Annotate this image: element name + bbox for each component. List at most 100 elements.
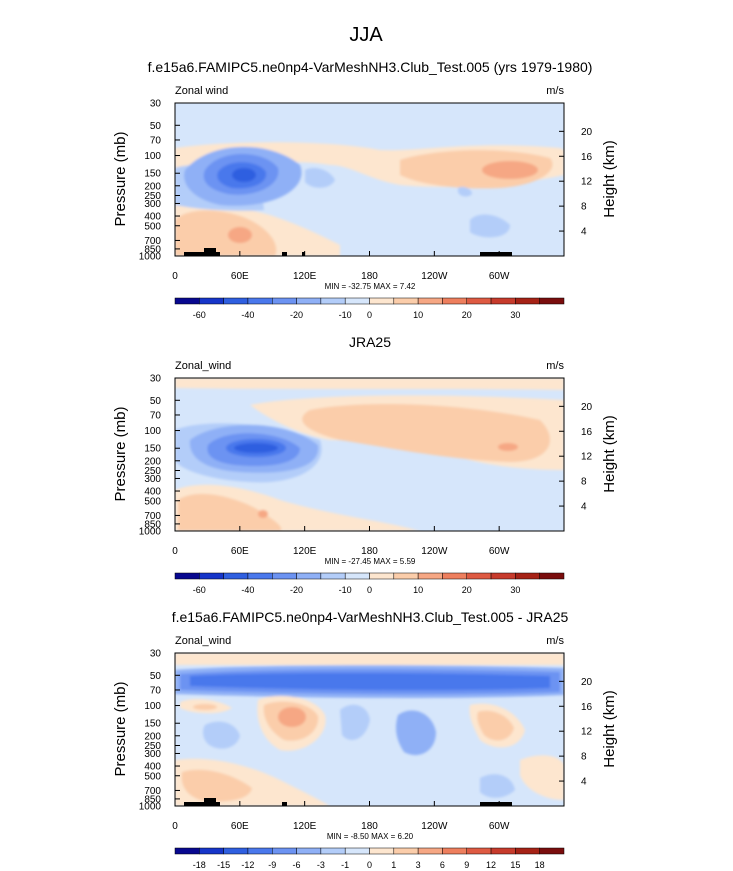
panel-3-stats: MIN = -8.50 MAX = 6.20 bbox=[327, 832, 414, 841]
x-tick-label: 0 bbox=[172, 821, 178, 832]
colorbar-swatch bbox=[393, 297, 419, 305]
colorbar-label: -60 bbox=[193, 310, 206, 320]
colorbar-label: -60 bbox=[193, 585, 206, 595]
y-tick-label: 700 bbox=[144, 786, 161, 797]
x-tick-label: 0 bbox=[172, 546, 178, 557]
colorbar-label: 15 bbox=[510, 860, 520, 870]
panel-1-left-label: Zonal wind bbox=[175, 85, 228, 97]
y-tick-label: 150 bbox=[144, 719, 161, 730]
colorbar-swatch bbox=[272, 297, 297, 305]
colorbar-swatch bbox=[393, 847, 419, 855]
colorbar-swatch bbox=[539, 297, 565, 305]
x-tick-label: 120E bbox=[293, 271, 317, 282]
colorbar-swatch bbox=[296, 572, 322, 580]
panel-2-units: m/s bbox=[546, 360, 564, 372]
x-tick-label: 60W bbox=[489, 821, 510, 832]
panel-3-field bbox=[175, 653, 564, 806]
colorbar-swatch bbox=[223, 572, 249, 580]
colorbar-swatch bbox=[442, 572, 467, 580]
panel-1-units: m/s bbox=[546, 85, 564, 97]
height-tick-label: 8 bbox=[581, 477, 587, 488]
colorbar-swatch bbox=[272, 572, 297, 580]
colorbar-label: -10 bbox=[339, 585, 352, 595]
height-tick-label: 4 bbox=[581, 227, 587, 238]
colorbar-swatch bbox=[174, 847, 200, 855]
x-tick-label: 60W bbox=[489, 271, 510, 282]
height-tick-label: 16 bbox=[581, 427, 593, 438]
colorbar-label: 0 bbox=[367, 310, 372, 320]
y-tick-label: 500 bbox=[144, 496, 161, 507]
colorbar-label: -1 bbox=[341, 860, 349, 870]
figure-title: JJA bbox=[349, 24, 383, 46]
colorbar-label: -10 bbox=[339, 310, 352, 320]
x-tick-label: 120W bbox=[421, 271, 448, 282]
height-tick-label: 4 bbox=[581, 502, 587, 513]
colorbar-label: 18 bbox=[535, 860, 545, 870]
colorbar-label: -40 bbox=[241, 310, 254, 320]
panel-2: JRA25 Zonal_wind m/s 3050701001502002503… bbox=[112, 334, 618, 595]
y-tick-label: 30 bbox=[150, 374, 162, 385]
y-tick-label: 70 bbox=[150, 135, 162, 146]
colorbar-label: 10 bbox=[413, 310, 423, 320]
colorbar-label: 30 bbox=[510, 585, 520, 595]
x-tick-label: 60E bbox=[231, 546, 249, 557]
colorbar-swatch bbox=[417, 297, 443, 305]
height-tick-label: 4 bbox=[581, 777, 587, 788]
y-tick-label: 200 bbox=[144, 181, 161, 192]
x-tick-label: 120W bbox=[421, 546, 448, 557]
colorbar-swatch bbox=[223, 847, 249, 855]
colorbar-swatch bbox=[247, 847, 273, 855]
y-tick-label: 400 bbox=[144, 762, 161, 773]
y-tick-label: 250 bbox=[144, 741, 161, 752]
colorbar-label: 3 bbox=[416, 860, 421, 870]
panel-2-colorbar: -60 -40 -20 -10 0 10 20 30 bbox=[174, 572, 565, 595]
height-tick-label: 12 bbox=[581, 727, 593, 738]
y-tick-label: 30 bbox=[150, 99, 162, 110]
colorbar-swatch bbox=[442, 847, 467, 855]
panel-3-title: f.e15a6.FAMIPC5.ne0np4-VarMeshNH3.Club_T… bbox=[172, 609, 569, 625]
colorbar-label: 9 bbox=[464, 860, 469, 870]
colorbar-swatch bbox=[272, 847, 297, 855]
x-tick-label: 180 bbox=[361, 546, 378, 557]
colorbar-swatch bbox=[466, 572, 492, 580]
y-tick-label: 300 bbox=[144, 199, 161, 210]
colorbar-swatch bbox=[199, 572, 224, 580]
colorbar-swatch bbox=[344, 847, 370, 855]
panel-1-colorbar: -60 -40 -20 -10 0 10 20 30 bbox=[174, 297, 565, 320]
colorbar-swatch bbox=[174, 572, 200, 580]
y-tick-label: 400 bbox=[144, 487, 161, 498]
colorbar-label: -20 bbox=[290, 585, 303, 595]
y-tick-label: 50 bbox=[150, 671, 162, 682]
colorbar-label: -3 bbox=[317, 860, 325, 870]
y-tick-label: 100 bbox=[144, 151, 161, 162]
colorbar-swatch bbox=[539, 847, 565, 855]
y-tick-label: 850 bbox=[144, 519, 161, 530]
panel-1-ylabel: Pressure (mb) bbox=[112, 131, 129, 226]
colorbar-swatch bbox=[320, 847, 346, 855]
colorbar-swatch bbox=[490, 847, 516, 855]
height-tick-label: 16 bbox=[581, 152, 593, 163]
height-tick-label: 8 bbox=[581, 752, 587, 763]
y-tick-label: 500 bbox=[144, 771, 161, 782]
panel-3-units: m/s bbox=[546, 635, 564, 647]
colorbar-label: -18 bbox=[193, 860, 206, 870]
colorbar-swatch bbox=[174, 297, 200, 305]
colorbar-swatch bbox=[344, 572, 370, 580]
colorbar-swatch bbox=[393, 572, 419, 580]
y-tick-label: 1000 bbox=[139, 252, 162, 263]
panel-2-ylabel-right: Height (km) bbox=[601, 415, 618, 493]
y-tick-label: 700 bbox=[144, 236, 161, 247]
colorbar-swatch bbox=[369, 572, 395, 580]
panel-3-left-label: Zonal_wind bbox=[175, 635, 231, 647]
x-tick-label: 60E bbox=[231, 821, 249, 832]
panel-2-field bbox=[175, 378, 564, 531]
colorbar-label: 30 bbox=[510, 310, 520, 320]
height-tick-label: 20 bbox=[581, 677, 593, 688]
y-tick-label: 1000 bbox=[139, 527, 162, 538]
x-tick-label: 120W bbox=[421, 821, 448, 832]
colorbar-swatch bbox=[369, 297, 395, 305]
y-tick-label: 300 bbox=[144, 749, 161, 760]
y-tick-label: 850 bbox=[144, 794, 161, 805]
